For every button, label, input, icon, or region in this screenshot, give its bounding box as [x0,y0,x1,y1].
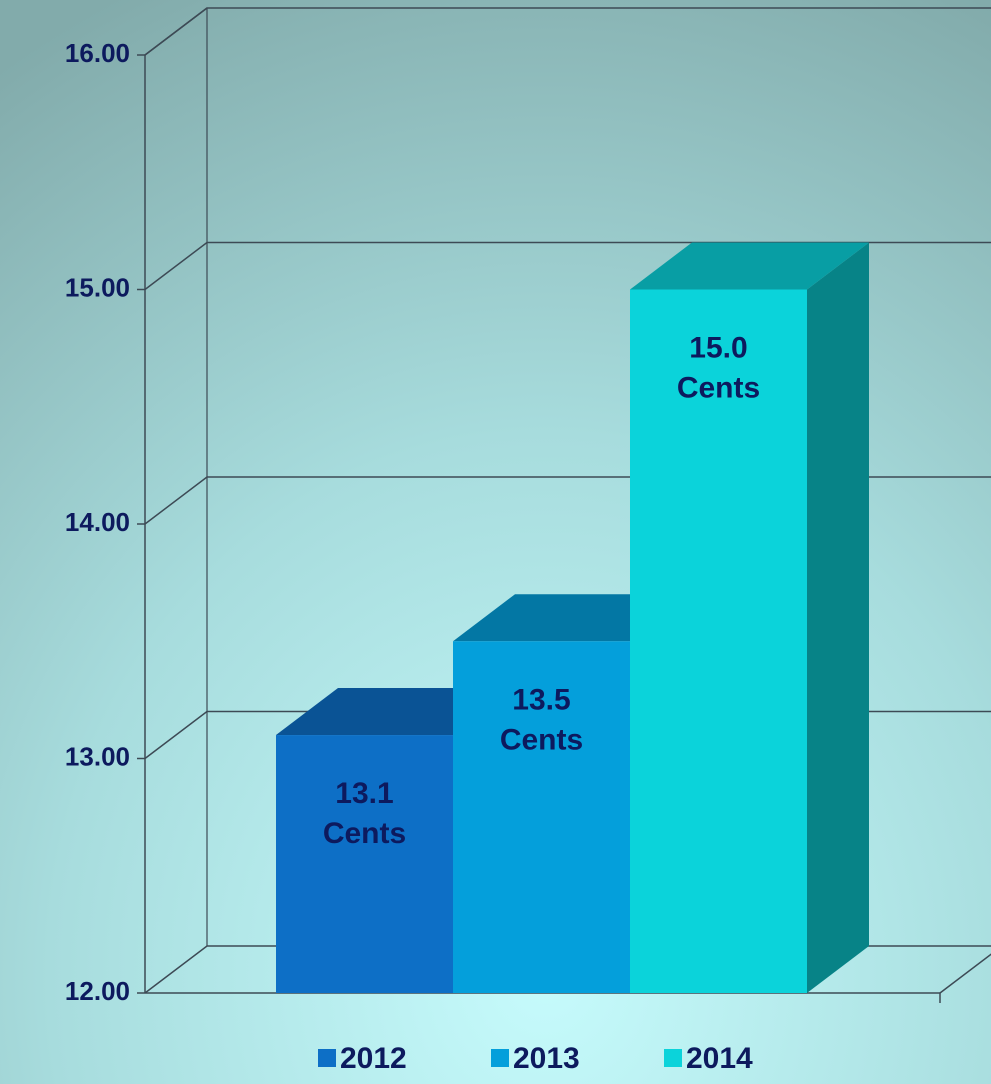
floor-edge [939,953,991,994]
y-tick-label: 12.00 [65,976,130,1006]
legend-swatch [318,1049,336,1067]
legend-label: 2013 [513,1042,580,1075]
bar-side [807,242,869,993]
legend-label: 2014 [686,1042,753,1075]
legend-label: 2012 [340,1042,407,1075]
value-label: 13.1 Cents [323,777,406,850]
y-tick-label: 13.00 [65,741,130,771]
grid-line [144,7,991,56]
value-label: 15.0 Cents [677,331,760,404]
value-label: 13.5 Cents [500,683,583,756]
bar [630,289,807,993]
legend-swatch [491,1049,509,1067]
bar [453,641,630,993]
bar-top [630,242,869,290]
y-tick-label: 16.00 [65,38,130,68]
y-tick-label: 14.00 [65,507,130,537]
legend-swatch [664,1049,682,1067]
y-tick-label: 15.00 [65,272,130,302]
bar [276,735,453,993]
